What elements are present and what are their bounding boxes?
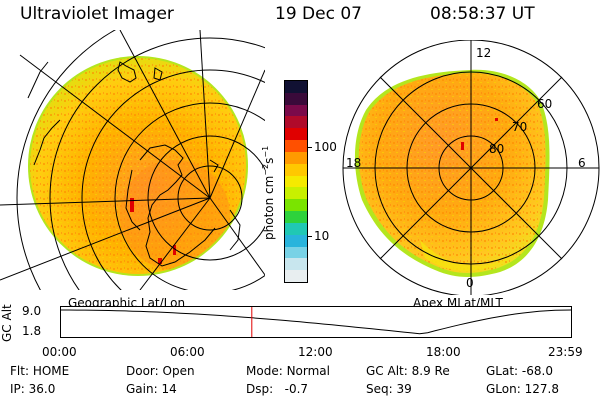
colorbar-segment	[285, 104, 307, 117]
colorbar-segment	[285, 175, 307, 188]
color-scale-bar	[284, 80, 308, 283]
info-gain: Gain: 14	[126, 382, 177, 396]
colorbar-tick-100	[307, 147, 312, 148]
mlt-label-0: 0	[466, 276, 474, 290]
time-tick-0000: 00:00	[42, 345, 77, 359]
mlt-label-6: 6	[578, 156, 586, 170]
info-gc-alt: GC Alt: 8.9 Re	[366, 364, 450, 378]
mlat-label-60: 60	[537, 97, 553, 111]
coastlines	[27, 61, 241, 267]
colorbar-label-10: 10	[314, 229, 330, 243]
colorbar-segment	[285, 270, 307, 283]
date-label: 19 Dec 07	[275, 4, 362, 24]
info-glat: GLat: -68.0	[486, 364, 553, 378]
time-tick-1800: 18:00	[426, 345, 461, 359]
apex-grid	[342, 40, 600, 295]
colorbar-segment	[285, 258, 307, 271]
info-dsp: Dsp: -0.7	[246, 382, 309, 396]
colorbar-segment	[285, 211, 307, 223]
time-tick-2359: 23:59	[548, 345, 583, 359]
colorbar-tick-10	[307, 236, 312, 237]
mlat-label-70: 70	[512, 120, 528, 134]
info-seq: Seq: 39	[366, 382, 412, 396]
colorbar-unit-label: photon cm−2s−1	[261, 145, 276, 240]
altitude-tick-1-8: 1.8	[22, 324, 42, 338]
colorbar-segment	[285, 199, 307, 212]
colorbar-segment	[285, 151, 307, 164]
info-mode: Mode: Normal	[246, 364, 330, 378]
altitude-plot	[60, 306, 572, 338]
geographic-image	[0, 30, 265, 290]
info-door: Door: Open	[126, 364, 195, 378]
colorbar-segment	[285, 140, 307, 152]
colorbar-segment	[285, 222, 307, 235]
geo-grid	[0, 30, 265, 290]
colorbar-segment	[285, 163, 307, 176]
colorbar-segment	[285, 116, 307, 129]
altitude-tick-9: 9.0	[22, 304, 42, 318]
time-tick-0600: 06:00	[170, 345, 205, 359]
time-label: 08:58:37 UT	[430, 4, 535, 24]
info-glon: GLon: 127.8	[486, 382, 559, 396]
colorbar-segment	[285, 187, 307, 200]
colorbar-segment	[285, 246, 307, 259]
colorbar-segment	[285, 92, 307, 105]
colorbar-segment	[285, 81, 307, 93]
colorbar-segment	[285, 234, 307, 247]
instrument-title: Ultraviolet Imager	[20, 4, 174, 24]
colorbar-segment	[285, 128, 307, 141]
info-ip: IP: 36.0	[10, 382, 56, 396]
time-tick-1200: 12:00	[298, 345, 333, 359]
colorbar-label-100: 100	[314, 140, 337, 154]
mlat-label-80: 80	[489, 142, 505, 156]
info-flt: Flt: HOME	[10, 364, 70, 378]
mlt-label-18: 18	[346, 156, 362, 170]
altitude-curve	[61, 309, 572, 335]
apex-image	[342, 40, 600, 295]
mlt-label-12: 12	[476, 46, 492, 60]
